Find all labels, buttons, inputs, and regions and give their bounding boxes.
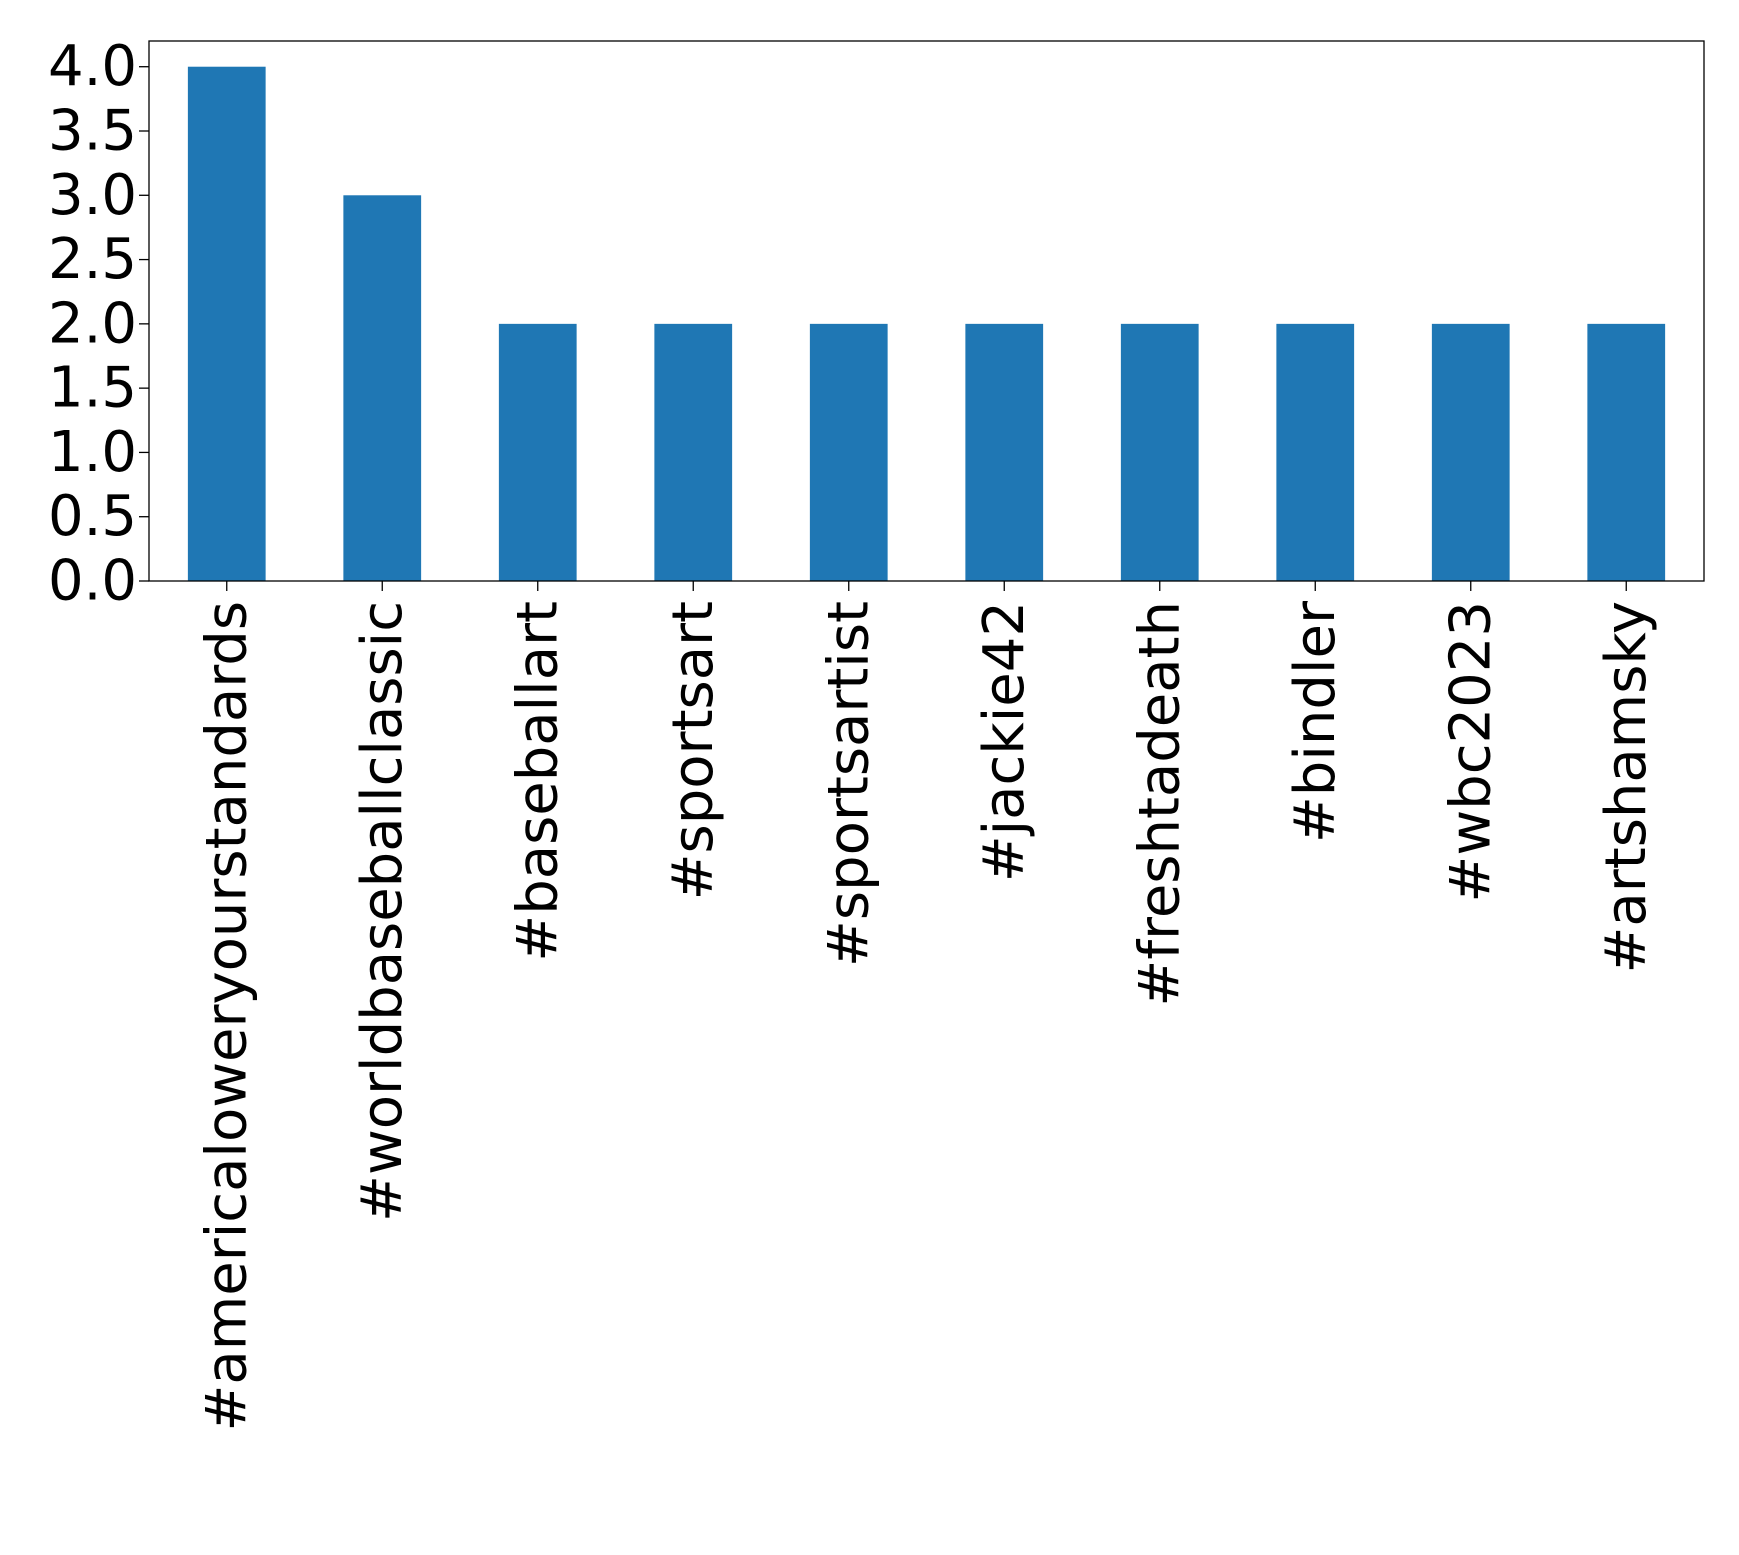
x-tick-label-6: #freshtadeath [1127,601,1192,1007]
y-tick-label-1: 0.5 [48,484,137,549]
y-tick-label-5: 2.5 [48,227,137,292]
y-tick-label-4: 2.0 [48,291,137,356]
bar-4 [809,323,888,581]
bar-8 [1431,323,1510,581]
bar-9 [1587,323,1666,581]
y-tick-label-0: 0.0 [48,549,137,614]
x-tick-label-8: #wbc2023 [1438,601,1503,903]
bar-7 [1276,323,1355,581]
x-tick-label-0: #americaloweryourstandards [194,601,259,1432]
y-axis: 0.00.51.01.52.02.53.03.54.0 [48,34,149,614]
bar-1 [343,195,422,582]
x-tick-label-7: #bindler [1283,600,1348,843]
y-tick-label-7: 3.5 [48,99,137,164]
y-tick-label-2: 1.0 [48,420,137,485]
x-tick-label-1: #worldbaseballclassic [350,601,415,1222]
y-tick-label-8: 4.0 [48,34,137,99]
x-tick-label-4: #sportsartist [816,601,881,967]
x-tick-label-3: #sportsart [661,601,726,900]
x-tick-label-9: #artshamsky [1594,601,1659,974]
x-tick-label-5: #jackie42 [972,601,1037,882]
bar-0 [187,66,266,581]
plot-frame [148,40,1705,582]
x-axis: #americaloweryourstandards #worldbaseball… [194,581,1659,1432]
y-tick-label-6: 3.0 [48,163,137,228]
bar-2 [498,323,577,581]
bar-6 [1120,323,1199,581]
y-tick-label-3: 1.5 [48,356,137,421]
bar-3 [654,323,733,581]
bar-5 [965,323,1044,581]
x-tick-label-2: #baseballart [505,601,570,962]
bars-group [187,66,1666,582]
